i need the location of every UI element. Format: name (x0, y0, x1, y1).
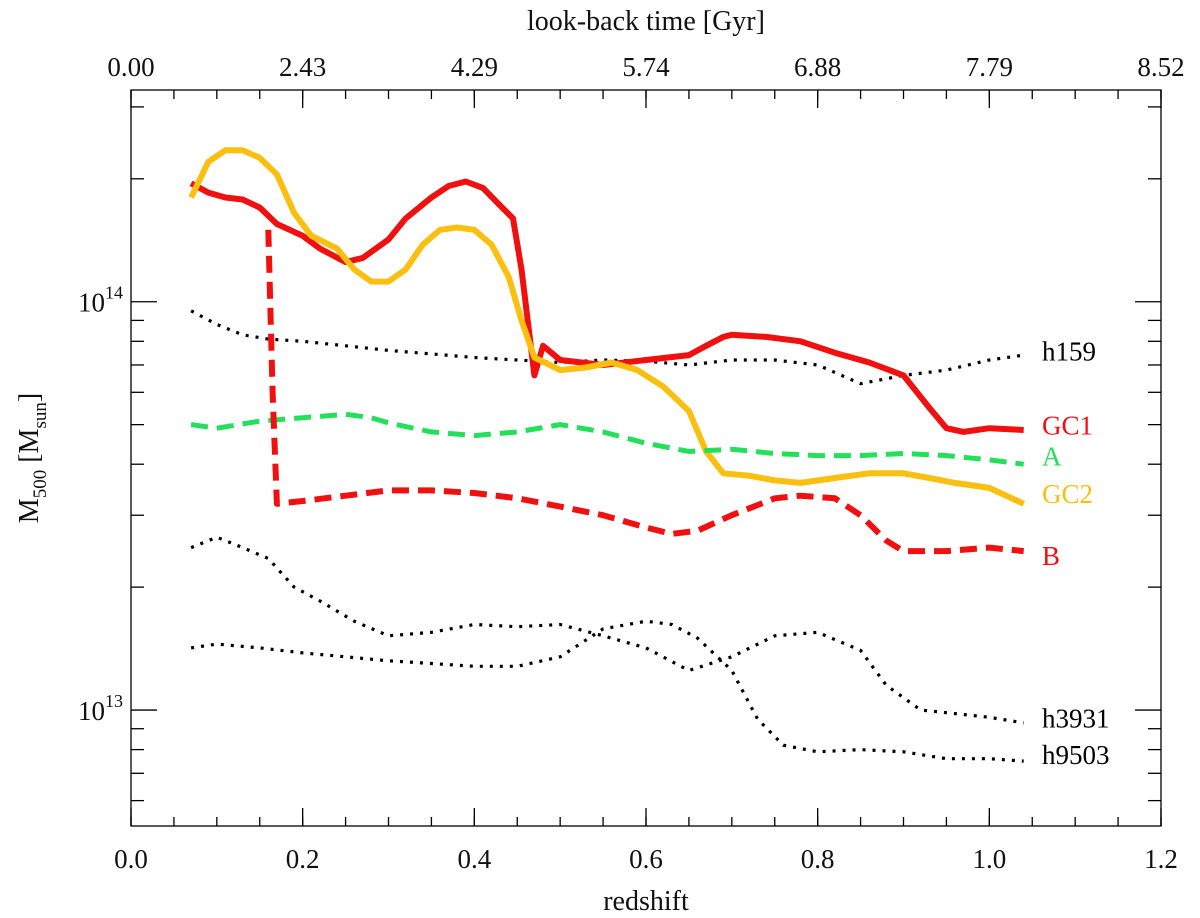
x-tick-label: 0.6 (629, 844, 663, 874)
top-tick-label: 5.74 (622, 52, 670, 82)
series-line-h9503 (190, 619, 1024, 763)
y-tick-label: 1013 (78, 691, 123, 726)
top-tick-label: 8.52 (1137, 52, 1184, 82)
x-tick-label: 0.8 (801, 844, 835, 874)
top-tick-label: 6.88 (794, 52, 841, 82)
x-tick-label: 1.0 (972, 844, 1006, 874)
x-tick-label: 0.4 (457, 844, 491, 874)
series-line-b (265, 229, 1025, 555)
y-axis-title: M500 [Msun] (14, 393, 51, 523)
top-tick-label: 0.00 (107, 52, 154, 82)
series-label-h9503: h9503 (1042, 740, 1110, 770)
series-label-gc1: GC1 (1042, 411, 1093, 441)
series-label-gc2: GC2 (1042, 479, 1093, 509)
x-tick-label: 0.2 (286, 844, 320, 874)
top-tick-label: 2.43 (279, 52, 326, 82)
top-tick-label: 4.29 (451, 52, 498, 82)
x-tick-label: 1.2 (1144, 844, 1178, 874)
y-axis-title-unit-pre: [M (14, 428, 45, 469)
y-axis-title-unit-post: ] (14, 393, 45, 402)
y-tick-label-exponent: 13 (105, 691, 123, 711)
x-tick-label: 0.0 (114, 844, 148, 874)
axis-ticks (130, 90, 1162, 826)
y-axis-title-sub: 500 (30, 470, 51, 499)
series-label-b: B (1042, 541, 1060, 571)
y-tick-label-exponent: 14 (105, 283, 123, 303)
y-tick-label-base: 10 (78, 696, 105, 726)
y-axis-title-main: M (14, 498, 45, 523)
series-line-h3931 (190, 535, 1024, 725)
top-axis-title: look-back time [Gyr] (527, 6, 765, 37)
series-layer (188, 147, 1025, 763)
series-line-a (190, 411, 1025, 467)
y-axis-title-unit-sub: sun (30, 402, 51, 429)
series-label-h3931: h3931 (1042, 703, 1110, 733)
series-line-gc2 (188, 147, 1025, 507)
series-line-h159 (190, 309, 1024, 386)
y-tick-label: 1014 (78, 283, 123, 318)
series-label-h159: h159 (1042, 336, 1096, 366)
tick-labels: 0.0 0.2 0.4 0.6 0.8 1.0 1.2 0.00 2.43 4.29 5.74 6.8… (78, 52, 1185, 874)
series-label-a: A (1042, 442, 1062, 472)
top-tick-label: 7.79 (966, 52, 1013, 82)
y-tick-label-base: 10 (78, 288, 105, 318)
x-axis-title: redshift (603, 886, 689, 917)
series-line-gc1 (189, 178, 1024, 435)
